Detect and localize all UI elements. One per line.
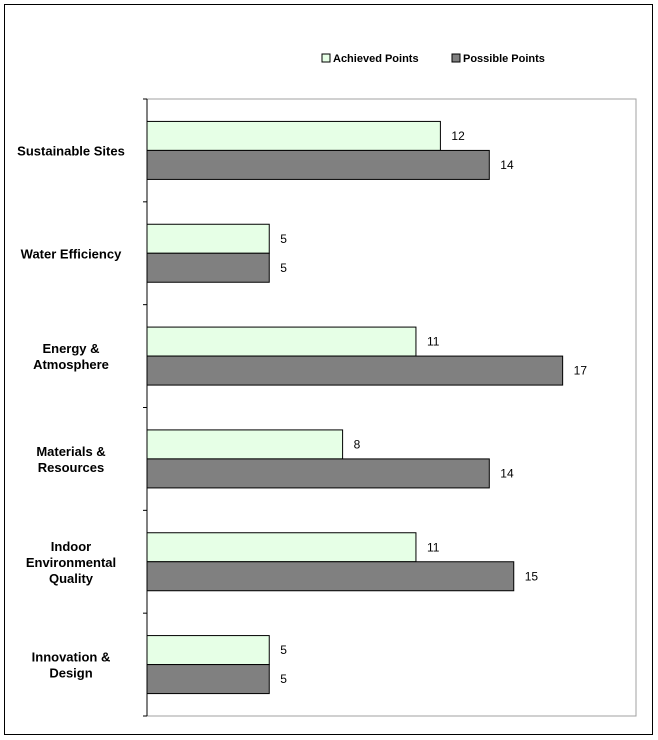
legend: Achieved Points Possible Points	[321, 53, 545, 65]
value-labels: 12 14 5 5 11 17 8 14 11 15 5 5	[280, 129, 587, 686]
axis-ticks	[143, 98, 147, 717]
value-label-achieved-points: 11	[427, 335, 440, 349]
category-label: Indoor Environmental Quality	[26, 539, 116, 586]
bar-achieved-points	[146, 532, 417, 563]
legend-label-possible-points: Possible Points	[463, 53, 545, 65]
value-label-possible-points: 17	[574, 364, 588, 378]
value-label-possible-points: 15	[525, 569, 539, 583]
category-label: Innovation & Design	[32, 650, 111, 681]
value-label-achieved-points: 11	[427, 540, 440, 554]
bars	[146, 120, 564, 695]
value-label-possible-points: 5	[280, 261, 287, 275]
bar-achieved-points	[146, 635, 270, 666]
value-label-possible-points: 14	[500, 466, 514, 480]
legend-swatch-achieved-points	[321, 53, 331, 63]
category-label: Materials & Resources	[36, 444, 105, 475]
bar-possible-points	[146, 561, 515, 592]
bar-achieved-points	[146, 223, 270, 254]
legend-swatch-possible-points	[451, 53, 461, 63]
plot-area	[146, 98, 637, 717]
category-labels: Sustainable Sites Water Efficiency Energy …	[17, 143, 125, 680]
value-label-achieved-points: 12	[451, 129, 465, 143]
value-label-possible-points: 14	[500, 158, 514, 172]
category-label: Water Efficiency	[21, 246, 122, 261]
bar-achieved-points	[146, 120, 441, 151]
bar-possible-points	[146, 355, 564, 386]
value-label-achieved-points: 5	[280, 232, 287, 246]
bar-achieved-points	[146, 429, 344, 460]
value-label-possible-points: 5	[280, 672, 287, 686]
bar-possible-points	[146, 252, 270, 283]
bar-possible-points	[146, 458, 490, 489]
value-label-achieved-points: 5	[280, 643, 287, 657]
value-label-achieved-points: 8	[354, 437, 361, 451]
legend-label-achieved-points: Achieved Points	[333, 53, 419, 65]
category-label: Energy & Atmosphere	[33, 341, 109, 372]
bar-achieved-points	[146, 326, 417, 357]
category-label: Sustainable Sites	[17, 143, 125, 158]
bar-possible-points	[146, 664, 270, 695]
bar-possible-points	[146, 149, 490, 180]
